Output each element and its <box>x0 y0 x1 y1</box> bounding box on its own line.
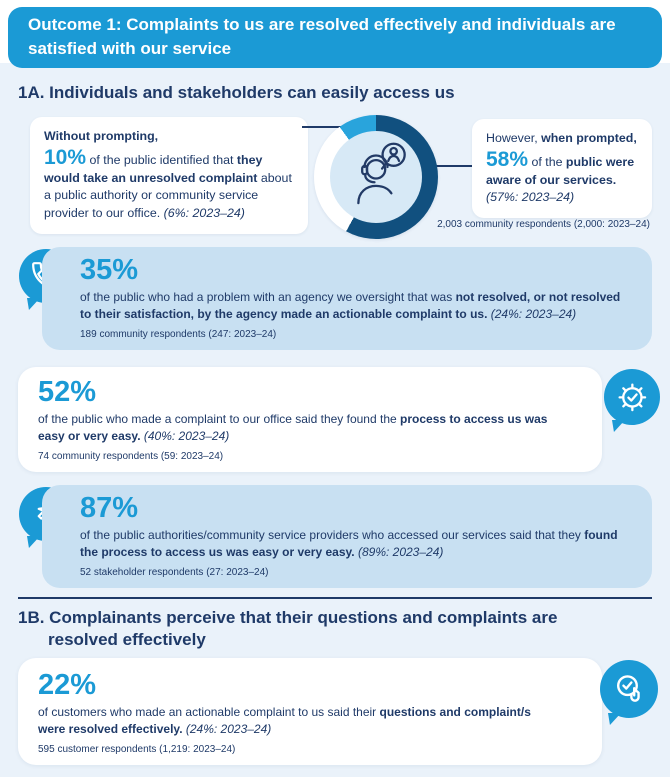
connector-line-left <box>302 126 350 128</box>
stat-percentage: 87% <box>80 492 139 524</box>
stat-percentage: 22% <box>38 669 97 701</box>
section-divider <box>18 597 652 599</box>
row1-respondents: 2,003 community respondents (2,000: 2023… <box>437 219 650 230</box>
outcome-title: Outcome 1: Complaints to us are resolved… <box>28 15 616 58</box>
operator-headset-icon <box>357 142 406 205</box>
stat-percentage: 35% <box>80 254 139 286</box>
gear-check-icon <box>604 369 660 432</box>
stat-description: of customers who made an actionable comp… <box>38 704 531 737</box>
unprompted-awareness-bubble: Without prompting, 10% of the public iden… <box>30 117 308 234</box>
stat-description: of the public who had a problem with an … <box>80 289 621 322</box>
stat-respondents: 52 stakeholder respondents (27: 2023–24) <box>80 567 269 579</box>
stat-card-resolved-effectively: 22% of customers who made an actionable … <box>18 658 602 766</box>
check-hand-icon <box>600 660 658 725</box>
stat-card-public-easy-access: 52% of the public who made a complaint t… <box>18 367 602 473</box>
stat-card-actionable-complaints: 35% of the public who had a problem with… <box>42 247 652 351</box>
stat-respondents: 189 community respondents (247: 2023–24) <box>80 329 277 341</box>
awareness-donut-center <box>330 131 422 223</box>
stat-percentage: 52% <box>38 376 97 408</box>
prompted-awareness-bubble: However, when prompted, 58% of the public… <box>472 119 652 218</box>
awareness-donut-ring <box>314 115 438 239</box>
section-1b-heading: 1B. Complainants perceive that their que… <box>18 608 558 650</box>
connector-line-right <box>434 165 472 167</box>
stat-description: of the public authorities/community serv… <box>80 527 618 560</box>
section-1a-heading: 1A. Individuals and stakeholders can eas… <box>18 83 455 102</box>
stat-card-stakeholder-easy-access: 87% of the public authorities/community … <box>42 485 652 589</box>
stat-description: of the public who made a complaint to ou… <box>38 411 548 444</box>
stat-respondents: 595 customer respondents (1,219: 2023–24… <box>38 744 236 756</box>
stat-respondents: 74 community respondents (59: 2023–24) <box>38 451 224 463</box>
outcome-header-banner: Outcome 1: Complaints to us are resolved… <box>8 7 662 68</box>
